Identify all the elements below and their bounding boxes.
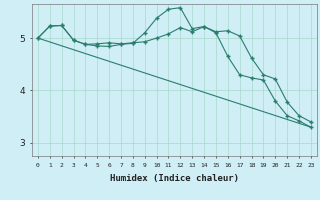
X-axis label: Humidex (Indice chaleur): Humidex (Indice chaleur): [110, 174, 239, 183]
